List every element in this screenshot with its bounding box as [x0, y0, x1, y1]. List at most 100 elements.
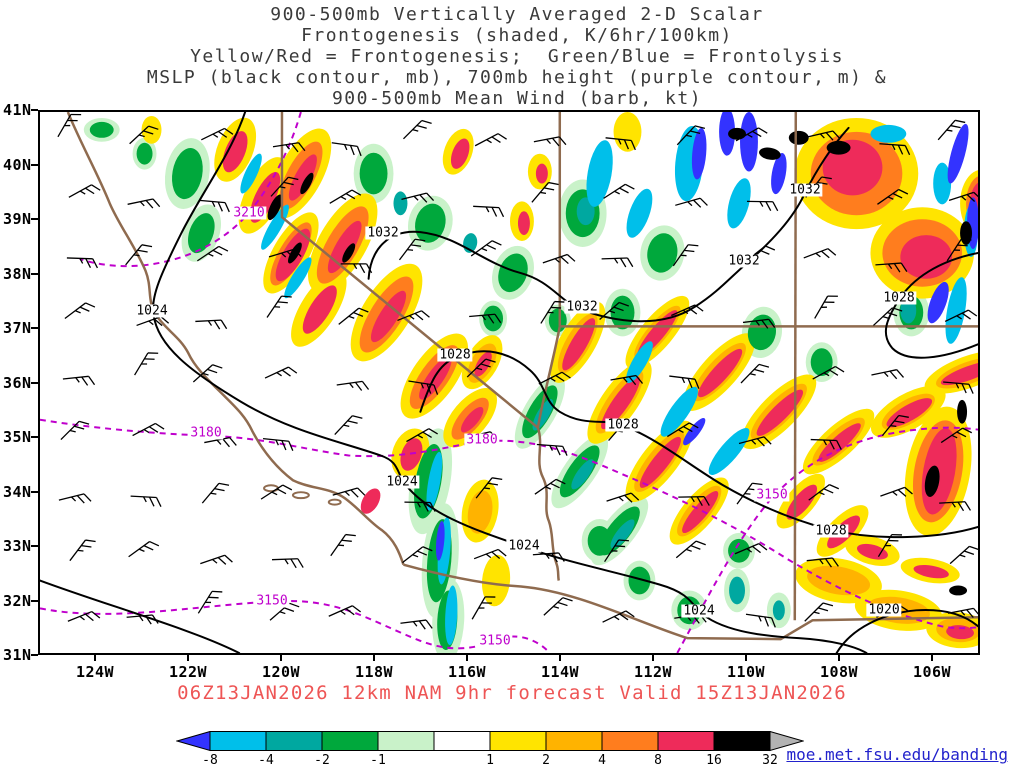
wind-barb: [126, 197, 161, 214]
wind-barb: [336, 380, 370, 395]
shading-blob: [683, 417, 706, 446]
wind-barb: [271, 557, 304, 570]
colorbar-segment: [769, 730, 805, 752]
mslp-contour-1032: [367, 126, 850, 323]
colorbar-segment: [657, 731, 715, 751]
wind-barb: [674, 196, 709, 215]
shading-blob: [788, 130, 809, 145]
colorbar-segment: [713, 731, 771, 751]
shading-blob: [141, 115, 162, 144]
shading-blob: [960, 221, 973, 246]
wind-barb: [600, 257, 634, 269]
shading-blob: [498, 253, 528, 293]
colorbar-bar: [175, 730, 805, 752]
colorbar-segment: [209, 731, 267, 751]
shading-blob: [610, 519, 635, 549]
colorbar-segment: [433, 731, 491, 751]
y-axis-label: 31N: [3, 646, 32, 664]
wind-barb: [133, 348, 159, 381]
wind-barb: [201, 478, 230, 510]
wind-barb: [264, 364, 298, 387]
wind-barb: [266, 291, 293, 324]
x-axis-label: 112W: [633, 663, 673, 681]
height-contour-3150-west: [40, 599, 551, 653]
x-axis-tick: [745, 655, 747, 661]
y-axis-label: 41N: [3, 101, 32, 119]
x-axis-tick: [187, 655, 189, 661]
forecast-caption: 06Z13JAN2026 12km NAM 9hr forecast Valid…: [177, 682, 847, 704]
shading-blob: [933, 162, 952, 205]
x-axis-tick: [280, 655, 282, 661]
wind-barb: [474, 130, 508, 155]
colorbar-tick-label: 2: [542, 753, 550, 768]
wind-barb: [261, 437, 295, 452]
shading-blob: [284, 257, 312, 299]
colorbar-segment: [545, 731, 603, 751]
shading-blob: [628, 566, 651, 595]
colorbar-segment: [265, 731, 323, 751]
shading-blob: [288, 154, 317, 201]
shading-blob: [660, 386, 698, 437]
shading-blob: [187, 213, 215, 254]
y-axis-tick: [31, 436, 38, 438]
wind-barb: [127, 537, 160, 565]
x-axis-tick: [466, 655, 468, 661]
shading-blob: [647, 233, 678, 273]
colorbar-segment: [175, 730, 211, 752]
colorbar-tick-label: -2: [314, 753, 330, 768]
shading-blob: [826, 140, 851, 155]
shading-blob: [940, 360, 978, 386]
shading-blob: [288, 242, 302, 264]
shading-layer: [83, 112, 978, 653]
height-contour-3150-east: [676, 426, 978, 653]
colorbar-tick-label: -1: [370, 753, 386, 768]
colorbar-tick-label: 8: [654, 753, 662, 768]
shading-blob: [240, 153, 262, 194]
shading-blob: [626, 341, 653, 384]
x-axis-label: 120W: [261, 663, 301, 681]
shading-blob: [900, 297, 917, 324]
wind-barb: [194, 319, 228, 332]
shading-blob: [727, 178, 751, 229]
x-axis-label: 118W: [354, 663, 394, 681]
shading-blob: [949, 585, 968, 596]
shading-blob: [708, 427, 750, 476]
wind-barb: [192, 360, 223, 390]
shading-blob: [587, 525, 612, 556]
y-axis-tick: [31, 109, 38, 111]
y-axis-label: 32N: [3, 591, 32, 610]
colorbar-tick-label: 1: [486, 753, 494, 768]
border-utah-colorado-arizona-newmexico: [793, 112, 798, 621]
shading-blob: [924, 465, 940, 497]
shading-blob: [267, 194, 283, 221]
shading-blob: [927, 281, 949, 324]
border-california-coast: [66, 112, 405, 566]
y-axis-tick: [31, 490, 38, 493]
wind-barb: [64, 299, 96, 327]
y-axis-tick: [31, 381, 38, 384]
wind-barb: [543, 593, 574, 623]
shading-blob: [818, 423, 861, 462]
y-axis-label: 35N: [3, 428, 32, 446]
y-axis-tick: [31, 218, 38, 220]
shading-blob: [682, 491, 719, 534]
shading-blob: [900, 235, 953, 279]
shading-blob: [728, 538, 750, 563]
border-colorado-river: [536, 326, 562, 581]
wind-barb: [329, 142, 363, 157]
shading-blob: [400, 438, 423, 471]
y-axis-tick: [31, 599, 38, 602]
y-axis-label: 33N: [3, 537, 32, 555]
shading-blob: [729, 576, 745, 605]
shading-blob: [562, 318, 596, 371]
site-link[interactable]: moe.met.fsu.edu/banding: [786, 745, 1008, 764]
y-axis-label: 40N: [3, 155, 32, 174]
shading-blob: [691, 127, 707, 180]
shading-blob: [342, 243, 356, 263]
shading-blob: [467, 490, 493, 534]
wind-barb: [269, 599, 300, 628]
title-line: 900-500mb Mean Wind (barb, kt): [331, 88, 703, 109]
wind-barb: [197, 586, 223, 619]
wind-barb: [870, 368, 905, 385]
